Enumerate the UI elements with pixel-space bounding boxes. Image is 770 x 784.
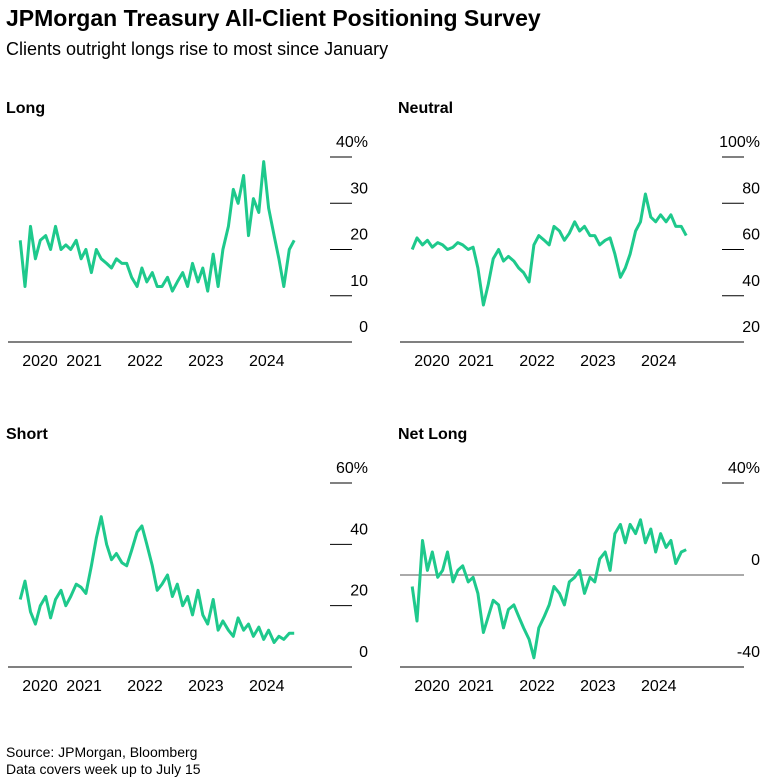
y-tick-label: 40%: [728, 460, 760, 477]
x-tick-label: 2023: [580, 678, 616, 695]
panel-title: Neutral: [398, 100, 453, 117]
y-tick-label: 40: [742, 273, 760, 290]
series-line: [18, 160, 296, 293]
y-tick-label: 40: [350, 521, 368, 538]
x-tick-label: 2020: [414, 678, 450, 695]
x-tick-label: 2023: [580, 353, 616, 370]
x-tick-label: 2023: [188, 678, 224, 695]
x-tick-label: 2024: [641, 678, 677, 695]
y-tick-label: 0: [359, 319, 368, 336]
y-tick-label: 40%: [336, 134, 368, 151]
y-tick-label: 20: [350, 583, 368, 600]
x-tick-label: 2024: [249, 353, 285, 370]
y-tick-label: 60: [742, 227, 760, 244]
y-tick-label: 60%: [336, 460, 368, 477]
panel-title: Long: [6, 100, 45, 117]
x-tick-label: 2021: [66, 678, 102, 695]
x-tick-label: 2022: [519, 678, 555, 695]
panel-title: Net Long: [398, 426, 467, 443]
y-tick-label: 100%: [719, 134, 760, 151]
source: Source: JPMorgan, Bloomberg: [6, 744, 197, 760]
x-tick-label: 2020: [22, 353, 58, 370]
y-tick-label: 80: [742, 180, 760, 197]
panel-title: Short: [6, 426, 48, 443]
x-tick-label: 2021: [66, 353, 102, 370]
note: Data covers week up to July 15: [6, 761, 201, 777]
y-tick-label: -40: [737, 644, 760, 661]
x-tick-label: 2021: [458, 678, 494, 695]
x-tick-label: 2022: [127, 678, 163, 695]
x-tick-label: 2022: [127, 353, 163, 370]
y-tick-label: 0: [359, 644, 368, 661]
x-tick-label: 2024: [249, 678, 285, 695]
series-line: [18, 515, 295, 644]
series-line: [410, 518, 687, 660]
y-tick-label: 0: [751, 552, 760, 569]
y-tick-label: 20: [350, 227, 368, 244]
x-tick-label: 2024: [641, 353, 677, 370]
subtitle: Clients outright longs rise to most sinc…: [6, 39, 388, 59]
x-tick-label: 2023: [188, 353, 224, 370]
x-tick-label: 2020: [414, 353, 450, 370]
title: JPMorgan Treasury All-Client Positioning…: [6, 5, 541, 31]
x-tick-label: 2021: [458, 353, 494, 370]
series-line: [410, 192, 688, 307]
x-tick-label: 2022: [519, 353, 555, 370]
y-tick-label: 30: [350, 180, 368, 197]
y-tick-label: 20: [742, 319, 760, 336]
y-tick-label: 10: [350, 273, 368, 290]
x-tick-label: 2020: [22, 678, 58, 695]
